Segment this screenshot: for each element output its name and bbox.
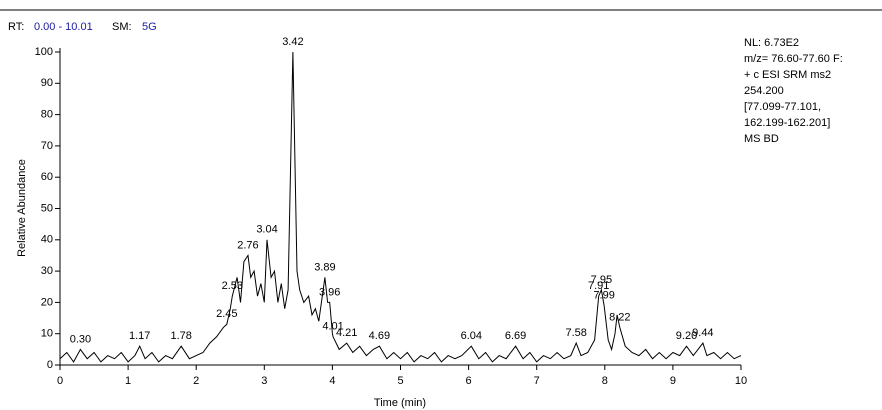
info-line: [77.099-77.101, [744,101,821,113]
y-tick-label: 90 [41,77,53,89]
trace [59,51,742,363]
x-tick-label: 7 [534,375,540,387]
y-tick-label: 60 [41,171,53,183]
peak-label: 2.45 [216,308,237,320]
peak-label: 9.20 [676,330,697,342]
y-tick-label: 70 [41,140,53,152]
x-tick-label: 0 [57,375,63,387]
rt-range: 0.00 - 10.01 [34,21,93,33]
x-tick-label: 8 [602,375,608,387]
peak-label: 3.96 [319,286,340,298]
y-tick-label: 80 [41,109,53,121]
peak-label: 6.04 [461,330,482,342]
peak-label: 3.89 [314,261,335,273]
info-line: MS BD [744,133,779,145]
peak-label: 3.04 [256,224,277,236]
peak-label: 2.53 [222,280,243,292]
info-line: 162.199-162.201] [744,117,830,129]
peak-label: 1.17 [129,330,150,342]
sm-value: 5G [142,21,157,33]
peak-label: 7.58 [565,327,586,339]
info-line: NL: 6.73E2 [744,37,799,49]
peak-label: 9.44 [692,327,713,339]
rt-label: RT: [8,21,24,33]
peak-label: 3.42 [282,36,303,48]
info-line: m/z= 76.60-77.60 F: [744,53,843,65]
y-tick-label: 20 [41,296,53,308]
peak-label: 1.78 [171,330,192,342]
x-tick-label: 6 [466,375,472,387]
x-tick-label: 4 [329,375,335,387]
x-tick-label: 1 [125,375,131,387]
x-tick-label: 10 [735,375,747,387]
sm-label: SM: [112,21,132,33]
peak-label: 7.95 [591,274,612,286]
x-axis-label: Time (min) [374,397,426,409]
peak-label: 2.76 [237,239,258,251]
x-tick-label: 9 [670,375,676,387]
info-line: + c ESI SRM ms2 [744,69,831,81]
peak-label: 8.22 [609,311,630,323]
y-tick-label: 100 [35,46,53,58]
peak-label: 0.30 [70,333,91,345]
y-tick-label: 50 [41,202,53,214]
peak-label: 7.99 [593,289,614,301]
x-tick-label: 2 [193,375,199,387]
peak-label: 4.69 [369,330,390,342]
y-tick-label: 30 [41,265,53,277]
peak-label: 7.91 [588,280,609,292]
y-tick-label: 40 [41,234,53,246]
y-tick-label: 10 [41,328,53,340]
y-axis-label: Relative Abundance [16,159,28,257]
info-line: 254.200 [744,85,784,97]
peak-label: 6.69 [505,330,526,342]
peak-label: 4.01 [322,321,343,333]
x-tick-label: 5 [397,375,403,387]
peak-label: 4.21 [336,327,357,339]
x-tick-label: 3 [261,375,267,387]
y-tick-label: 0 [47,359,53,371]
